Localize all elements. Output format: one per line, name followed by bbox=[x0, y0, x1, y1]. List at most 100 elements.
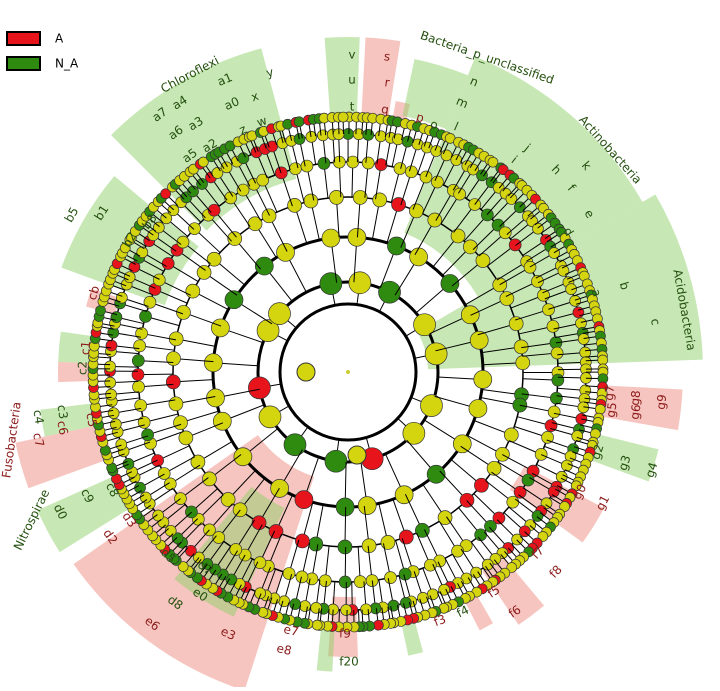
node bbox=[329, 190, 343, 204]
node bbox=[362, 157, 374, 169]
node bbox=[207, 252, 221, 266]
node bbox=[550, 392, 562, 404]
node bbox=[322, 229, 340, 247]
node bbox=[257, 174, 269, 186]
node bbox=[233, 503, 247, 517]
node bbox=[349, 272, 371, 294]
node bbox=[598, 355, 608, 365]
node bbox=[197, 265, 211, 279]
node bbox=[561, 460, 572, 471]
node bbox=[552, 374, 564, 386]
node bbox=[551, 347, 563, 359]
node bbox=[338, 540, 352, 554]
node bbox=[451, 229, 465, 243]
node bbox=[469, 400, 487, 418]
node bbox=[535, 448, 547, 460]
node bbox=[543, 304, 555, 316]
node bbox=[487, 461, 501, 475]
node bbox=[348, 446, 366, 464]
node bbox=[338, 112, 348, 122]
node bbox=[300, 601, 311, 612]
node bbox=[152, 455, 164, 467]
clade-label: v bbox=[348, 47, 355, 61]
clade-label: f3 bbox=[432, 612, 448, 629]
node bbox=[116, 439, 127, 450]
node bbox=[484, 520, 496, 532]
phylum-label: Fusobacteria bbox=[0, 401, 24, 479]
node bbox=[493, 278, 507, 292]
node bbox=[460, 493, 474, 507]
node bbox=[431, 176, 443, 188]
legend-label: N_A bbox=[55, 57, 79, 71]
clade-label: c6 bbox=[54, 420, 70, 437]
node bbox=[174, 416, 188, 430]
node bbox=[427, 589, 438, 600]
node bbox=[158, 468, 170, 480]
node bbox=[428, 213, 442, 227]
node bbox=[211, 319, 229, 337]
node bbox=[395, 486, 413, 504]
node bbox=[363, 129, 374, 140]
node bbox=[373, 193, 387, 207]
node bbox=[317, 130, 328, 141]
node bbox=[341, 604, 352, 615]
node bbox=[179, 431, 193, 445]
node bbox=[392, 197, 406, 211]
node bbox=[259, 406, 281, 428]
clade-label: c5 bbox=[83, 412, 99, 429]
node bbox=[547, 320, 559, 332]
node bbox=[165, 525, 176, 536]
node bbox=[405, 166, 417, 178]
node bbox=[425, 343, 447, 365]
clade-label: e8 bbox=[275, 641, 293, 658]
node bbox=[319, 575, 331, 587]
node bbox=[271, 479, 289, 497]
clade-label: c4 bbox=[31, 409, 47, 425]
node bbox=[174, 493, 186, 505]
node bbox=[297, 363, 315, 381]
clade-label: c7 bbox=[30, 431, 47, 448]
node bbox=[509, 239, 521, 251]
node bbox=[234, 448, 252, 466]
node bbox=[304, 194, 318, 208]
node bbox=[312, 620, 322, 630]
node bbox=[221, 492, 235, 506]
node bbox=[123, 458, 134, 469]
node bbox=[387, 237, 405, 255]
node bbox=[153, 510, 164, 521]
node bbox=[248, 377, 270, 399]
node bbox=[186, 284, 200, 298]
node bbox=[385, 572, 397, 584]
node bbox=[451, 155, 462, 166]
node bbox=[348, 228, 366, 246]
node bbox=[375, 131, 386, 142]
node bbox=[162, 258, 174, 270]
legend-swatch bbox=[7, 57, 40, 70]
clade-label: f20 bbox=[339, 654, 359, 668]
node bbox=[461, 306, 479, 324]
clade-label: u bbox=[348, 72, 356, 86]
node bbox=[409, 204, 423, 218]
node bbox=[167, 352, 181, 366]
node bbox=[441, 150, 452, 161]
node bbox=[454, 188, 466, 200]
node bbox=[320, 273, 342, 295]
node bbox=[108, 408, 119, 419]
node bbox=[512, 534, 523, 545]
node bbox=[132, 355, 144, 367]
node bbox=[495, 447, 509, 461]
node bbox=[474, 478, 488, 492]
node bbox=[578, 334, 589, 345]
clade-label: c2 bbox=[75, 361, 89, 375]
node bbox=[142, 429, 154, 441]
node bbox=[471, 567, 482, 578]
node bbox=[134, 340, 146, 352]
node bbox=[318, 157, 330, 169]
node bbox=[481, 209, 493, 221]
node bbox=[420, 171, 432, 183]
node bbox=[576, 413, 587, 424]
node bbox=[453, 435, 471, 453]
node bbox=[570, 295, 581, 306]
node bbox=[268, 303, 290, 325]
node bbox=[513, 398, 527, 412]
